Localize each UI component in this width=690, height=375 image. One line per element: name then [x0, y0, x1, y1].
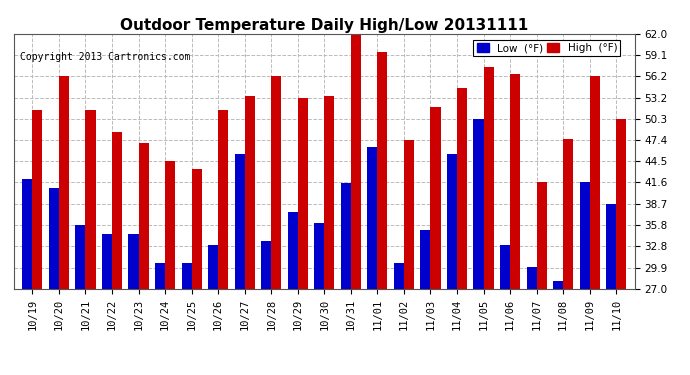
Bar	[261, 242, 271, 289]
Bar	[351, 34, 361, 289]
Bar	[288, 212, 298, 289]
Bar	[32, 110, 43, 289]
Bar	[181, 263, 192, 289]
Bar	[165, 161, 175, 289]
Bar	[128, 234, 139, 289]
Bar	[245, 96, 255, 289]
Bar	[484, 66, 493, 289]
Bar	[75, 225, 86, 289]
Title: Outdoor Temperature Daily High/Low 20131111: Outdoor Temperature Daily High/Low 20131…	[120, 18, 529, 33]
Bar	[394, 263, 404, 289]
Bar	[155, 263, 165, 289]
Bar	[404, 140, 414, 289]
Bar	[22, 180, 32, 289]
Bar	[580, 182, 590, 289]
Bar	[59, 76, 69, 289]
Text: Copyright 2013 Cartronics.com: Copyright 2013 Cartronics.com	[20, 52, 190, 62]
Bar	[420, 231, 431, 289]
Bar	[606, 204, 616, 289]
Bar	[510, 74, 520, 289]
Bar	[49, 188, 59, 289]
Bar	[139, 143, 148, 289]
Bar	[473, 119, 484, 289]
Bar	[431, 106, 440, 289]
Bar	[102, 234, 112, 289]
Bar	[324, 96, 335, 289]
Bar	[563, 140, 573, 289]
Bar	[208, 245, 218, 289]
Bar	[271, 76, 282, 289]
Bar	[616, 119, 627, 289]
Bar	[590, 76, 600, 289]
Bar	[341, 183, 351, 289]
Bar	[86, 110, 95, 289]
Bar	[218, 110, 228, 289]
Bar	[537, 182, 546, 289]
Bar	[112, 132, 122, 289]
Bar	[298, 98, 308, 289]
Legend: Low  (°F), High  (°F): Low (°F), High (°F)	[473, 40, 620, 57]
Bar	[235, 154, 245, 289]
Bar	[500, 245, 510, 289]
Bar	[526, 267, 537, 289]
Bar	[377, 52, 388, 289]
Bar	[553, 282, 563, 289]
Bar	[367, 147, 377, 289]
Bar	[447, 154, 457, 289]
Bar	[192, 168, 201, 289]
Bar	[457, 88, 467, 289]
Bar	[314, 223, 324, 289]
